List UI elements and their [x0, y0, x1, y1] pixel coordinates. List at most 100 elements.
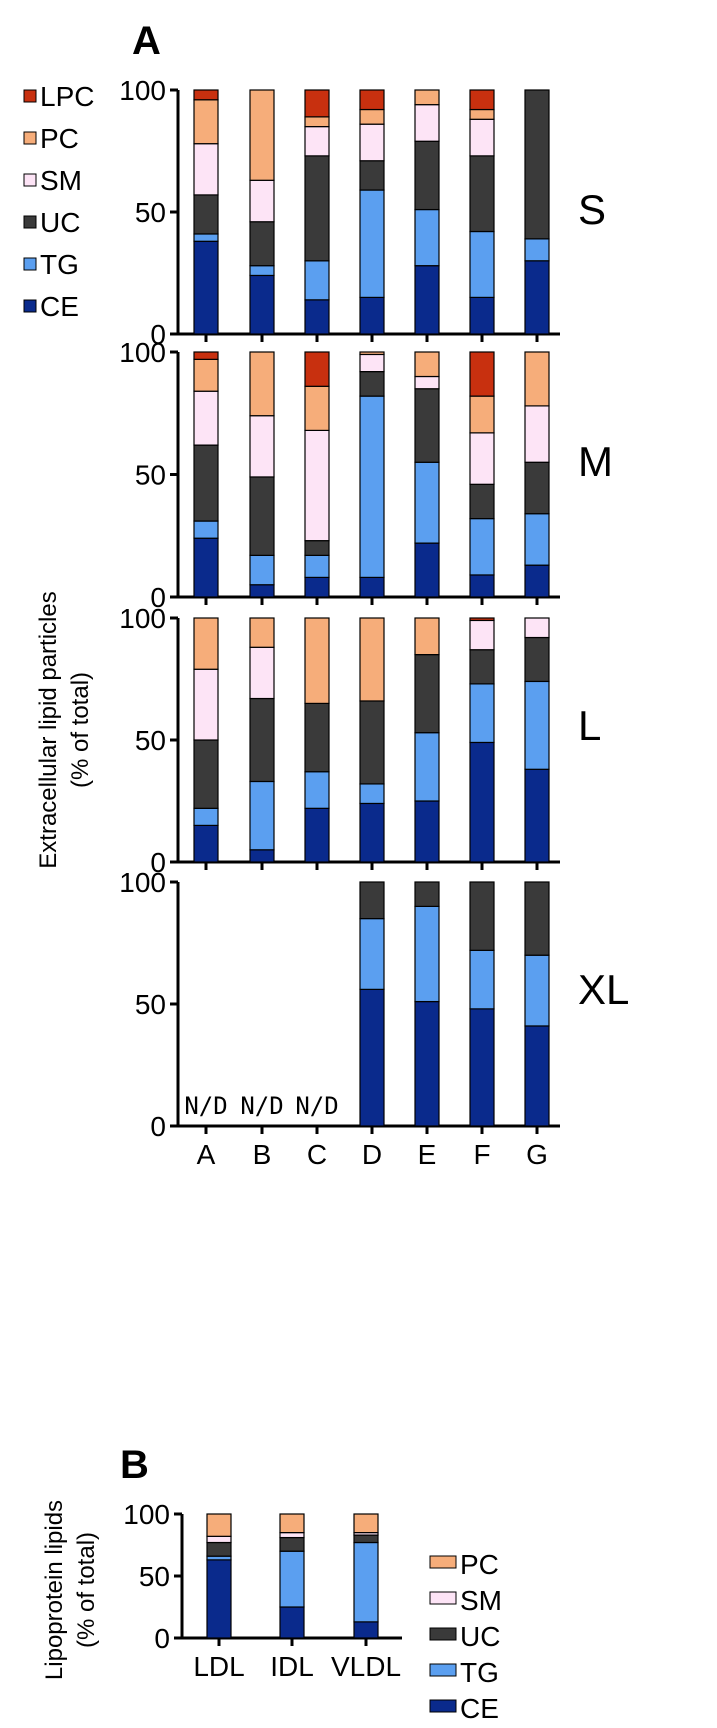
panel-a-l-bar-b-sm [249, 646, 275, 700]
panel-a-m-bar-f-lpc [469, 351, 495, 397]
panel-a-s-bar-e-sm [414, 104, 440, 142]
panel-a-m-bar-f-pc [469, 395, 495, 434]
panel-a-s-bar-f-tg [469, 230, 495, 299]
panel-a-s-bar-a-sm [193, 143, 219, 196]
panel-a-xl-size-label: XL [578, 966, 629, 1013]
panel-a-m-bar-g-tg [524, 513, 550, 566]
panel-a-m-ytick-label: 100 [119, 337, 166, 368]
panel-a-m-ytick-label: 0 [150, 582, 166, 613]
panel-a-l-bar-d-tg [359, 783, 385, 805]
panel-a-s-bar-f-pc [469, 108, 495, 120]
panel-a-l-bar-g-sm [524, 617, 550, 639]
panel-a-l-bar-b-ce [249, 849, 275, 863]
panel-a-xl-nd-label: N/D [184, 1092, 227, 1120]
panel-a-s-bar-a-tg [193, 233, 219, 242]
legend-b-label-tg: TG [460, 1657, 499, 1688]
panel-a-xl-bar-g-tg [524, 954, 550, 1027]
panel-a-s-bar-b-sm [249, 179, 275, 223]
panel-a-xl-category-label-a: A [197, 1139, 216, 1170]
panel-a-l-bar-c-uc [304, 702, 330, 773]
panel-a-xl-category-label-g: G [526, 1139, 548, 1170]
panel-b-category-label-ldl: LDL [193, 1651, 244, 1682]
panel-a-xl-bar-e-uc [414, 881, 440, 907]
legend-a-swatch-pc [23, 131, 37, 145]
legend-b-label-ce: CE [460, 1693, 499, 1724]
panel-a-l-bar-f-ce [469, 741, 495, 863]
panel-a-m-chart: 0 50 100 M [119, 337, 613, 613]
panel-b-ytick-label: 100 [123, 1499, 170, 1530]
panel-a-xl-ytick-label: 100 [119, 867, 166, 898]
panel-a-m-bar-g-ce [524, 564, 550, 598]
panel-a-m-bar-f-uc [469, 483, 495, 520]
panel-a-m-bar-b-uc [249, 476, 275, 556]
panel-a-xl-bar-f-uc [469, 881, 495, 951]
panel-a-m-bar-a-uc [193, 444, 219, 522]
panel-a-m-bar-b-sm [249, 415, 275, 478]
panel-a-s-bar-d-ce [359, 296, 385, 335]
panel-a-s-bar-c-sm [304, 125, 330, 157]
panel-a-l-bar-d-ce [359, 802, 385, 863]
panel-a-m-bar-a-tg [193, 520, 219, 539]
panel-b-ytick-label: 50 [139, 1561, 170, 1592]
panel-a-s-bar-d-sm [359, 123, 385, 162]
panel-a-xl-bar-g-uc [524, 881, 550, 956]
panel-a-s-ytick-label: 0 [150, 319, 166, 350]
legend-b-label-sm: SM [460, 1585, 502, 1616]
panel-a-s-chart: 0 50 100 S [119, 75, 606, 350]
panel-a-l-size-label: L [578, 702, 601, 749]
panel-a-xl-category-label-e: E [418, 1139, 437, 1170]
panel-a-s-ytick-label: 100 [119, 75, 166, 106]
panel-a-s-bar-f-ce [469, 296, 495, 335]
panel-b-y-label-line2: (% of total) [73, 1532, 100, 1648]
panel-a-s-bar-f-uc [469, 155, 495, 233]
panel-b-bar-vldl-tg [353, 1541, 379, 1623]
panel-b-category-label-vldl: VLDL [331, 1651, 401, 1682]
panel-a-s-bar-d-pc [359, 108, 385, 125]
panel-a-s-bar-a-pc [193, 99, 219, 145]
panel-a-m-bar-d-uc [359, 371, 385, 397]
panel-b-bar-idl-ce [279, 1606, 305, 1639]
panel-a-s-bar-g-ce [524, 260, 550, 335]
panel-a-m-bar-g-pc [524, 351, 550, 407]
legend-b-swatch-pc [429, 1555, 457, 1569]
panel-a-m-bar-e-pc [414, 351, 440, 378]
panel-a-m-bar-a-ce [193, 537, 219, 598]
panel-a-xl-bar-d-tg [359, 917, 385, 990]
legend-a-label-uc: UC [40, 207, 80, 238]
panel-a-xl-category-label-f: F [473, 1139, 490, 1170]
plot-area: 0 50 100 S 0 50 100 M 0 50 100 L 0 50 100 N/D A N/D B N/D C D… [119, 75, 629, 1682]
panel-a-l-bar-f-lpc [469, 617, 495, 622]
panel-a-l-bar-f-tg [469, 683, 495, 744]
panel-a-xl-ytick-label: 50 [135, 989, 166, 1020]
panel-a-l-bar-d-pc [359, 617, 385, 702]
legend-b-label-pc: PC [460, 1549, 499, 1580]
panel-a-xl-chart: 0 50 100 N/D A N/D B N/D C D E F G XL [119, 867, 629, 1170]
panel-a-m-bar-e-sm [414, 375, 440, 390]
panel-a-xl-nd-label: N/D [240, 1092, 283, 1120]
panel-a-s-bar-d-lpc [359, 89, 385, 111]
panel-a-s-bar-e-uc [414, 140, 440, 211]
legend-a-label-ce: CE [40, 291, 79, 322]
panel-a-l-bar-c-tg [304, 771, 330, 809]
panel-b-y-label: Lipoprotein lipids (% of total) [41, 1500, 100, 1680]
panel-a-l-bar-e-pc [414, 617, 440, 656]
legend-a-swatch-lpc [23, 89, 37, 103]
panel-b-bar-vldl-uc [353, 1534, 379, 1544]
panel-a-l-bar-b-tg [249, 780, 275, 851]
panel-a-l-bar-g-ce [524, 768, 550, 863]
panel-a-l-bar-c-pc [304, 617, 330, 705]
panel-a-m-ytick-label: 50 [135, 460, 166, 491]
panel-a-letter: A [132, 19, 161, 63]
legend-a-swatch-ce [23, 299, 37, 313]
panel-b-bar-ldl-ce [206, 1559, 232, 1639]
panel-a-l-bar-e-uc [414, 653, 440, 734]
panel-a-s-bar-c-lpc [304, 89, 330, 118]
legend-b-swatch-tg [429, 1663, 457, 1677]
panel-a-xl-bar-e-tg [414, 905, 440, 1003]
panel-a-l-bar-d-uc [359, 700, 385, 785]
panel-a-s-bar-c-ce [304, 299, 330, 335]
panel-a-s-bar-a-ce [193, 240, 219, 335]
panel-a-m-bar-g-sm [524, 405, 550, 463]
panel-a-s-bar-c-pc [304, 116, 330, 128]
panel-a-xl-category-label-c: C [307, 1139, 327, 1170]
